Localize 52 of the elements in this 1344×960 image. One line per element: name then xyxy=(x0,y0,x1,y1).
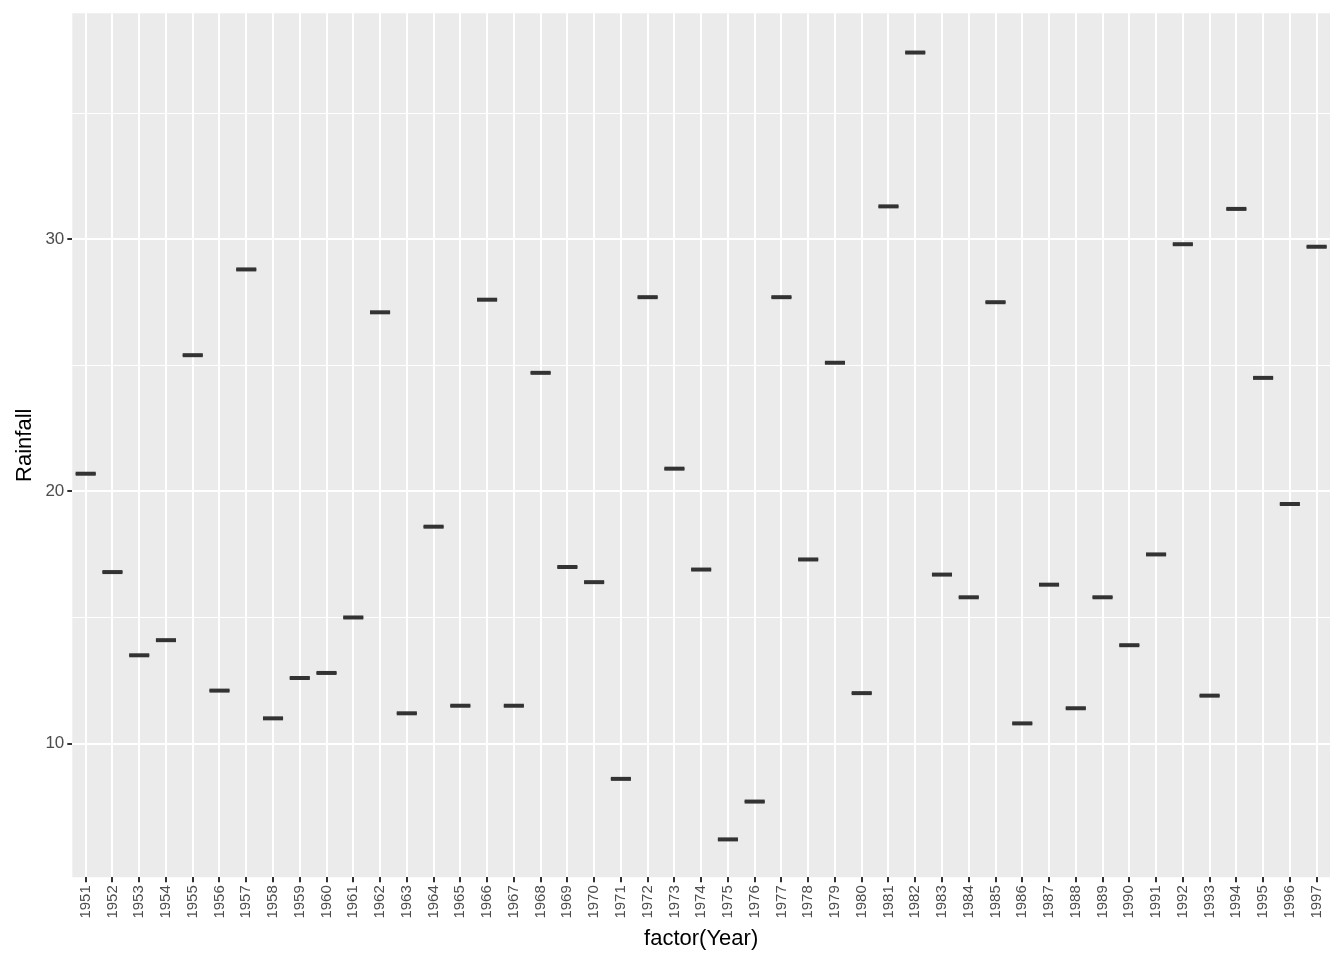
x-tick-label: 1976 xyxy=(744,885,762,919)
x-tick-label: 1987 xyxy=(1039,885,1057,919)
x-tick-label: 1962 xyxy=(370,885,388,919)
x-tick-label: 1994 xyxy=(1226,885,1244,919)
x-tick-label: 1956 xyxy=(209,885,227,919)
x-tick-label: 1991 xyxy=(1146,885,1164,919)
y-tick-label: 10 xyxy=(45,733,65,753)
x-tick-label: 1981 xyxy=(878,885,896,919)
x-tick-label: 1968 xyxy=(530,885,548,919)
x-tick-label: 1979 xyxy=(825,885,843,919)
x-tick-label: 1977 xyxy=(771,885,789,919)
x-tick-label: 1982 xyxy=(905,885,923,919)
x-tick-label: 1954 xyxy=(156,885,174,919)
y-axis-title: Rainfall xyxy=(11,408,37,482)
y-tick-label: 30 xyxy=(45,228,65,248)
x-tick-label: 1985 xyxy=(985,885,1003,919)
x-tick-label: 1966 xyxy=(477,885,495,919)
x-tick-label: 1965 xyxy=(450,885,468,919)
x-tick-label: 1957 xyxy=(236,885,254,919)
x-tick-label: 1980 xyxy=(851,885,869,919)
x-tick-label: 1997 xyxy=(1306,885,1324,919)
x-tick-label: 1986 xyxy=(1012,885,1030,919)
x-tick-label: 1970 xyxy=(584,885,602,919)
x-tick-label: 1989 xyxy=(1092,885,1110,919)
x-tick-label: 1992 xyxy=(1172,885,1190,919)
y-tick-label: 20 xyxy=(45,481,65,501)
x-tick-label: 1996 xyxy=(1280,885,1297,919)
x-tick-label: 1955 xyxy=(182,885,200,919)
x-tick-label: 1973 xyxy=(664,885,682,919)
x-tick-label: 1971 xyxy=(611,885,629,919)
x-tick-label: 1959 xyxy=(289,885,307,919)
x-tick-label: 1975 xyxy=(718,885,736,919)
x-tick-label: 1990 xyxy=(1119,885,1137,919)
x-tick-label: 1961 xyxy=(343,885,361,919)
x-tick-label: 1988 xyxy=(1065,885,1083,919)
x-tick-label: 1972 xyxy=(637,885,655,919)
x-tick-label: 1952 xyxy=(102,885,120,919)
x-tick-label: 1967 xyxy=(503,885,521,919)
x-tick-label: 1964 xyxy=(423,885,441,919)
x-tick-label: 1963 xyxy=(396,885,414,919)
x-tick-label: 1974 xyxy=(691,885,709,919)
x-tick-label: 1993 xyxy=(1199,885,1217,919)
x-tick-label: 1960 xyxy=(316,885,334,919)
x-tick-label: 1984 xyxy=(958,885,976,919)
x-tick-label: 1951 xyxy=(75,885,93,919)
x-tick-label: 1953 xyxy=(129,885,147,919)
x-axis-title: factor(Year) xyxy=(644,924,759,950)
x-tick-label: 1978 xyxy=(798,885,816,919)
x-tick-label: 1983 xyxy=(932,885,950,919)
x-tick-label: 1958 xyxy=(263,885,281,919)
x-tick-label: 1969 xyxy=(557,885,575,919)
x-tick-label: 1995 xyxy=(1253,885,1271,919)
